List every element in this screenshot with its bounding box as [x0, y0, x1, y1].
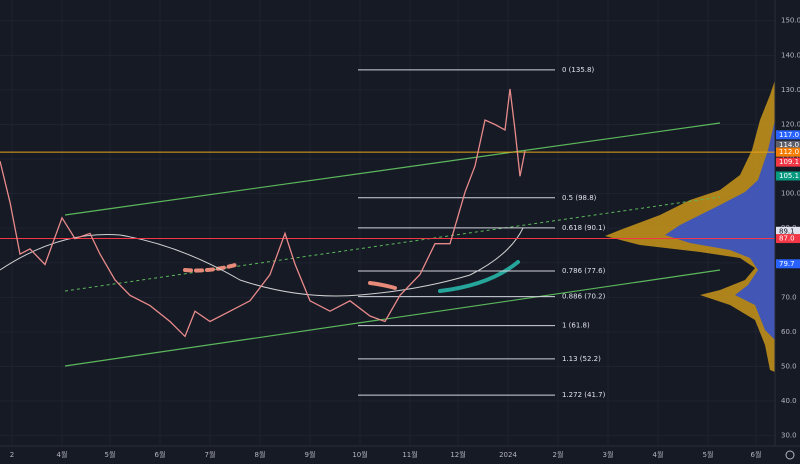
- x-tick-label: 2월: [553, 450, 564, 459]
- price-line: [0, 88, 526, 338]
- x-tick-label: 3월: [603, 450, 614, 459]
- volume-profile-down: [665, 120, 775, 340]
- x-tick-label: 8월: [255, 450, 266, 459]
- channel-lower: [64, 269, 721, 367]
- highlight-stroke: [438, 260, 520, 293]
- fib-label: 0.886 (70.2): [562, 293, 606, 301]
- price-tag-label: 112.0: [779, 148, 799, 156]
- price-tag: [776, 130, 800, 140]
- price-tag-label: 89.1: [779, 227, 795, 235]
- y-tick-label: 150.0: [781, 17, 800, 25]
- y-tick-label: 120.0: [781, 120, 800, 128]
- x-tick-label: 4월: [57, 450, 68, 459]
- price-tag: [776, 157, 800, 167]
- x-tick-label: 12월: [450, 450, 465, 459]
- y-tick-label: 130.0: [781, 86, 800, 94]
- x-tick-label: 5월: [703, 450, 714, 459]
- x-tick-label: 4월: [653, 450, 664, 459]
- channel-mid: [64, 196, 721, 292]
- y-tick-label: 100.0: [781, 190, 800, 198]
- price-tag-label: 87.0: [779, 235, 795, 243]
- price-tag: [776, 234, 800, 244]
- fib-label: 1 (61.8): [562, 322, 590, 330]
- price-tag-label: 114.0: [779, 141, 799, 149]
- price-tag-label: 109.1: [779, 158, 799, 166]
- price-tag-label: 105.1: [779, 172, 799, 180]
- y-tick-label: 30.0: [781, 432, 797, 440]
- y-tick-label: 40.0: [781, 397, 797, 405]
- y-tick-label: 60.0: [781, 328, 797, 336]
- fib-label: 0.786 (77.6): [562, 267, 606, 275]
- settings-button[interactable]: [785, 450, 795, 460]
- y-tick-label: 50.0: [781, 362, 797, 370]
- price-tag: [776, 259, 800, 269]
- highlight-stroke: [183, 263, 237, 273]
- y-tick-label: 70.0: [781, 293, 797, 301]
- x-tick-label: 10월: [352, 450, 367, 459]
- x-tick-label: 9월: [305, 450, 316, 459]
- fib-label: 1.272 (41.7): [562, 391, 606, 399]
- x-tick-label: 2024: [499, 451, 517, 459]
- fib-label: 1.13 (52.2): [562, 355, 601, 363]
- x-tick-label: 6월: [751, 450, 762, 459]
- fib-label: 0.5 (98.8): [562, 194, 597, 202]
- y-tick-label: 140.0: [781, 51, 800, 59]
- x-tick-label: 5월: [105, 450, 116, 459]
- price-tag-label: 79.7: [779, 260, 795, 268]
- x-tick-label: 11월: [402, 450, 417, 459]
- fib-label: 0.618 (90.1): [562, 224, 606, 232]
- highlight-stroke: [368, 281, 397, 290]
- moving-average: [0, 227, 524, 297]
- price-tag: [776, 171, 800, 181]
- fib-label: 0 (135.8): [562, 66, 594, 74]
- grid: [0, 0, 775, 446]
- price-tag: [776, 147, 800, 157]
- marks: 0 (135.8) 0.5 (98.8) 0.618 (90.1) 0.786 (77…: [0, 66, 775, 399]
- x-tick-label: 6월: [155, 450, 166, 459]
- channel-upper: [64, 122, 721, 216]
- x-tick-label: 2: [10, 451, 14, 459]
- price-tag-label: 117.0: [779, 131, 799, 139]
- x-tick-label: 7월: [205, 450, 216, 459]
- price-tag: [776, 226, 800, 236]
